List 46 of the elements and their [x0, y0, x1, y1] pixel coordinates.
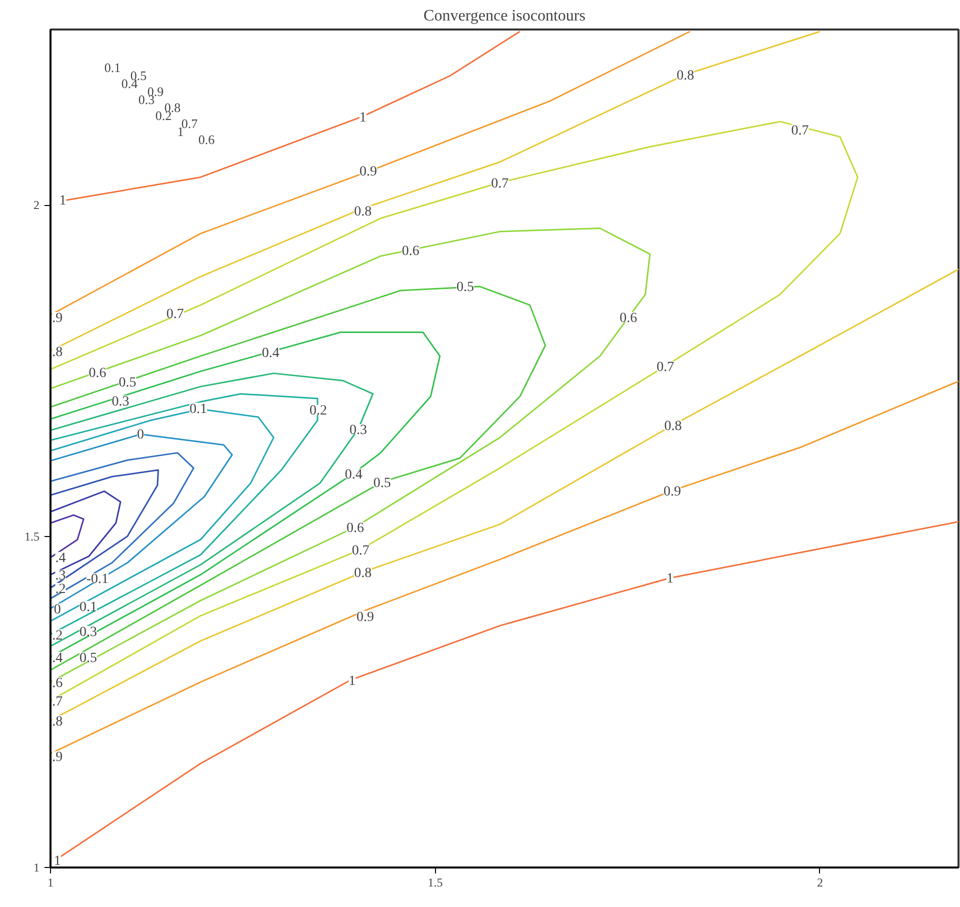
x-tick-label: 2: [816, 876, 823, 890]
annotation: .2: [52, 628, 63, 644]
annotation: 1: [666, 571, 674, 586]
annotation: 0.5: [79, 650, 97, 666]
annotation: 0.7: [352, 544, 370, 559]
annotation: 0: [54, 602, 61, 618]
annotation: 0.6: [198, 132, 216, 147]
annotation: 0.1: [79, 600, 97, 615]
y-tick-label: 2: [34, 198, 40, 212]
annotation: 0.6: [88, 366, 106, 381]
annotation: .2: [55, 582, 66, 597]
x-tick-label: 1.5: [428, 876, 443, 890]
annotation: .6: [52, 676, 63, 692]
x-tick-label: 1: [48, 876, 54, 890]
annotation: 0.9: [356, 610, 374, 625]
annotation: 0.3: [79, 625, 97, 640]
annotation: .4: [52, 650, 63, 666]
annotation: -0.1: [86, 572, 109, 588]
annotation: .4: [55, 550, 66, 566]
annotation: 1: [359, 110, 366, 126]
annotation: 1: [59, 194, 66, 209]
annotation: 0.5: [456, 280, 474, 295]
annotation: 0.7: [656, 360, 674, 376]
annotation: 0.5: [118, 375, 136, 390]
annotation: .7: [52, 694, 63, 710]
annotation: 1: [348, 674, 356, 690]
chart-title: Convergence isocontours: [424, 8, 586, 24]
annotation: 0.6: [620, 311, 638, 326]
annotation: .8: [52, 344, 63, 360]
annotation: 0.2: [310, 404, 328, 419]
y-tick-label: 1.5: [24, 529, 40, 544]
annotation: 1: [54, 854, 61, 870]
annotation: 0.7: [181, 116, 198, 131]
annotation: 0.6: [402, 244, 420, 260]
annotation: .9: [52, 750, 63, 766]
annotation: 0.7: [166, 307, 184, 322]
annotation: .8: [52, 714, 63, 730]
y-tick-label: 1: [34, 860, 40, 874]
annotation: 0.3: [112, 394, 130, 410]
annotation: 0.7: [791, 124, 809, 139]
annotation: 0: [137, 428, 144, 443]
annotation: .9: [52, 311, 63, 326]
annotation: 0.7: [491, 176, 509, 192]
annotation: 0.1: [104, 60, 121, 75]
annotation: .3: [55, 568, 66, 584]
annotation: 0.4: [262, 346, 280, 362]
